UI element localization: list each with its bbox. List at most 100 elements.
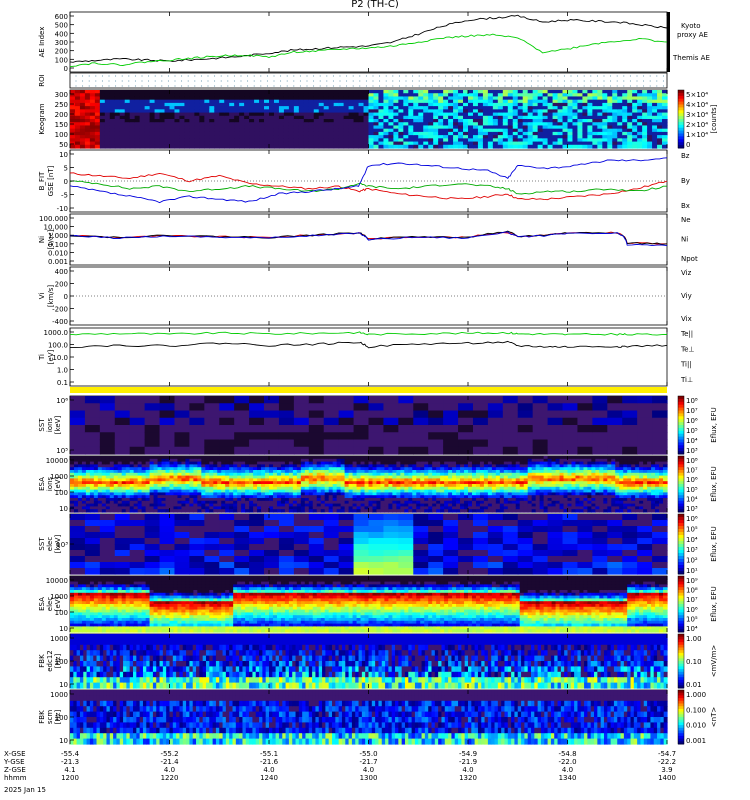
esa_i-colorbar-tick: 10⁸ — [686, 457, 698, 465]
sst_i-yunit: [keV] — [54, 416, 62, 435]
ni-ytick-label: 0.001 — [48, 258, 68, 266]
esa_i-colorbar-cell — [678, 486, 684, 491]
roi-dot — [504, 80, 506, 82]
roi-dot — [227, 80, 229, 82]
sst_i-colorbar-cell — [678, 430, 684, 435]
fbk_e-colorbar-cell — [678, 663, 684, 667]
fbk_b-colorbar-cell — [678, 700, 684, 704]
keogram-ytick-label: 100 — [55, 131, 68, 139]
esa_e-ytick-label: 10000 — [46, 577, 68, 585]
roi-dot — [200, 80, 202, 82]
bfit-ytick-label: -10 — [57, 205, 68, 213]
ae-ylabel: AE Index — [38, 27, 46, 58]
roi-dot — [471, 80, 473, 82]
roi-dot — [662, 75, 664, 77]
vi-legend-1: Viy — [681, 292, 692, 300]
roi-dot — [332, 85, 334, 87]
esa_e-colorbar-tick: 10⁶ — [686, 606, 698, 614]
roi-dot — [161, 75, 163, 77]
esa_i-colorbar-cell — [678, 461, 684, 465]
esa_e-colorbar-tick: 10⁸ — [686, 587, 698, 595]
orbit-value: -55.1 — [260, 750, 278, 758]
roi-dot — [379, 80, 381, 82]
fbk_b-colorbar-cell — [678, 703, 684, 707]
ae-legend-themis: Themis AE — [672, 54, 710, 62]
orbit-value: -54.7 — [658, 750, 676, 758]
esa_e-ytick-label: 1000 — [50, 593, 68, 601]
roi-dot — [88, 80, 90, 82]
fbk_e-ytick-label: 10 — [59, 681, 68, 689]
ni-ytick-label: 100.000 — [39, 215, 68, 223]
sst_i-colorbar-cell — [678, 436, 684, 440]
ti-ytick-label: 10.0 — [52, 354, 68, 362]
roi-dot — [233, 85, 235, 87]
roi-dot — [643, 75, 645, 77]
roi-dot — [293, 85, 295, 87]
ni-ylabel: Ni — [38, 236, 46, 243]
roi-dot — [616, 80, 618, 82]
keogram-colorbar-cell — [678, 136, 684, 140]
fbk_e-colorbar-cell — [678, 671, 684, 675]
sst_e-colorbar-cell — [678, 541, 684, 545]
roi-dot — [590, 85, 592, 87]
ni-series-npot — [69, 231, 668, 247]
sst_i-colorbar-cell — [678, 422, 684, 426]
roi-dot — [616, 85, 618, 87]
sst_e-colorbar-cell — [678, 547, 684, 551]
roi-dot — [590, 75, 592, 77]
orbit-value: 1340 — [559, 774, 577, 782]
esa_i-ytick-label: 1000 — [50, 473, 68, 481]
fbk_e-colorbar-cell — [678, 642, 684, 646]
orbit-value: 4.0 — [164, 766, 175, 774]
roi-dot — [313, 80, 315, 82]
fbk_b-colorbar-cell — [678, 714, 684, 718]
keogram-colorbar-cell — [678, 127, 684, 132]
sst_e-colorbar-tick: 10³ — [686, 546, 698, 554]
roi-dot — [484, 80, 486, 82]
sst_e-colorbar-cell — [678, 526, 684, 530]
ae-right-strip — [667, 12, 670, 72]
orbit-value: 1220 — [161, 774, 179, 782]
roi-dot — [247, 80, 249, 82]
fbk_e-colorbar-label: <mV/m> — [710, 645, 718, 678]
roi-dot — [148, 80, 150, 82]
ti-legend-0: Te|| — [680, 330, 693, 338]
keogram-ytick-label: 150 — [55, 121, 68, 129]
ti-legend-2: Ti|| — [680, 361, 692, 369]
vi-ytick-label: 200 — [55, 281, 68, 289]
keogram-colorbar-cell — [678, 110, 684, 114]
roi-dot — [346, 75, 348, 77]
roi-dot — [365, 80, 367, 82]
sst_e-colorbar-cell — [678, 529, 684, 533]
roi-frame — [69, 72, 668, 89]
orbit-label-1: Y-GSE — [3, 758, 25, 766]
ae-ytick-label: 400 — [55, 30, 68, 38]
sst_e-colorbar-tick: 10⁵ — [686, 525, 698, 533]
roi-dot — [128, 75, 130, 77]
esa_i-colorbar-cell — [678, 478, 684, 482]
roi-dot — [458, 85, 460, 87]
roi-dot — [398, 80, 400, 82]
esa_e-ytick-label: 100 — [55, 609, 68, 617]
roi-dot — [154, 85, 156, 87]
roi-dot — [372, 85, 374, 87]
roi-dot — [491, 85, 493, 87]
sst_i-ytick-label: 10⁶ — [56, 397, 68, 405]
roi-dot — [550, 75, 552, 77]
fbk_b-colorbar-cell — [678, 698, 684, 702]
roi-dot — [570, 80, 572, 82]
ni-ytick-label: 1.000 — [48, 232, 68, 240]
roi-dot — [352, 80, 354, 82]
roi-dot — [550, 85, 552, 87]
roi-dot — [484, 85, 486, 87]
fbk_b-colorbar-label: <nT> — [710, 707, 718, 728]
roi-dot — [167, 80, 169, 82]
orbit-label-0: X-GSE — [4, 750, 26, 758]
keogram-colorbar-tick: 0 — [686, 141, 690, 149]
fbk_b-ytick-label: 1000 — [50, 691, 68, 699]
fbk_e-ylabel: FBK — [38, 654, 46, 668]
roi-dot — [616, 75, 618, 77]
keogram-colorbar-cell — [678, 113, 684, 117]
ti-ytick-label: 0.1 — [57, 379, 68, 387]
keogram-colorbar-cell — [678, 104, 684, 108]
